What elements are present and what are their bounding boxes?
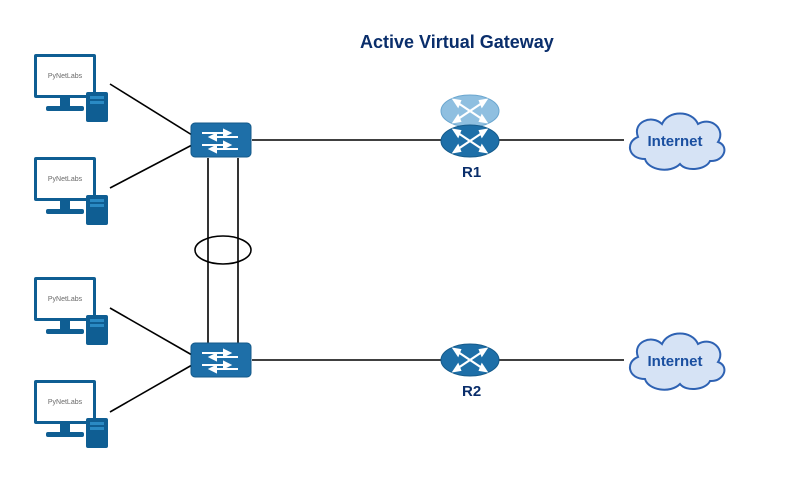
router-label-r1: R1 [462, 164, 481, 181]
links-layer [0, 0, 800, 500]
switch-1 [190, 122, 252, 158]
switch-2 [190, 342, 252, 378]
workstation-3: PyNetLabs [30, 275, 110, 347]
workstation-4: PyNetLabs [30, 378, 110, 450]
workstation-2: PyNetLabs [30, 155, 110, 227]
workstation-1: PyNetLabs [30, 52, 110, 124]
svg-text:Internet: Internet [647, 133, 702, 150]
virtual-router-icon [440, 94, 500, 128]
svg-text:PyNetLabs: PyNetLabs [48, 73, 83, 80]
diagram-canvas: Active Virtual Gateway PyNetLabs PyNetLa… [0, 0, 800, 500]
router-label-r2: R2 [462, 383, 481, 400]
svg-text:Internet: Internet [647, 353, 702, 370]
internet-cloud-2: Internet [620, 324, 730, 396]
router-r1-icon [440, 124, 500, 158]
router-r2-icon [440, 343, 500, 377]
internet-cloud-1: Internet [620, 104, 730, 176]
diagram-title: Active Virtual Gateway [360, 32, 554, 53]
svg-text:PyNetLabs: PyNetLabs [48, 296, 83, 303]
svg-text:PyNetLabs: PyNetLabs [48, 176, 83, 183]
svg-text:PyNetLabs: PyNetLabs [48, 399, 83, 406]
